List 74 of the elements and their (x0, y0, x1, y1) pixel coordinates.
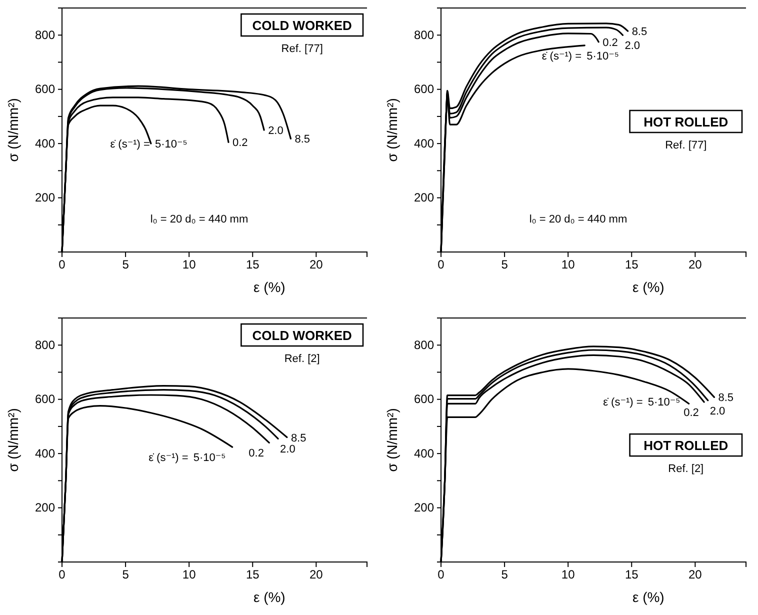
y-tick-label: 200 (414, 190, 434, 205)
y-tick-label: 600 (414, 82, 434, 96)
series-label: 2.0 (280, 444, 296, 456)
x-tick-label: 10 (182, 258, 196, 272)
legend-title: ε̇ (s⁻¹) = (542, 50, 582, 62)
y-axis-title: σ (N/mm²) (5, 408, 21, 472)
series-label: 8.5 (632, 26, 648, 38)
series-label: 8.5 (294, 134, 310, 146)
y-tick-label: 200 (34, 190, 56, 205)
x-tick-label: 20 (309, 568, 324, 582)
x-tick-label: 15 (624, 568, 639, 582)
y-tick-label: 800 (34, 28, 56, 42)
legend-title: ε̇ (s⁻¹) = (603, 396, 643, 409)
x-tick-label: 15 (246, 258, 260, 272)
x-tick-label: 0 (438, 568, 445, 582)
y-tick-label: 200 (34, 500, 56, 515)
y-tick-label: 800 (414, 28, 434, 42)
x-axis-title: ε (%) (632, 589, 664, 605)
y-tick-label: 200 (414, 500, 434, 515)
x-tick-label: 0 (438, 258, 445, 272)
series-label: 8.5 (718, 392, 734, 404)
y-axis-title: σ (N/mm²) (384, 408, 400, 472)
text: HOT ROLLED (644, 438, 728, 454)
x-tick-label: 5 (501, 258, 508, 272)
annotation: l₀ = 20 d₀ = 440 mm (529, 214, 628, 226)
annotation: Ref. [2] (668, 463, 704, 476)
x-tick-label: 5 (122, 568, 130, 582)
series-label: 0.2 (684, 407, 699, 420)
text: COLD WORKED (252, 18, 352, 33)
annotation: Ref. [2] (284, 353, 320, 365)
series-label: 0.2 (602, 36, 618, 49)
x-tick-label: 15 (624, 258, 639, 272)
series-label: 5·10⁻⁵ (154, 138, 188, 151)
x-tick-label: 20 (688, 568, 702, 582)
series-label: 0.2 (232, 137, 248, 150)
x-tick-label: 20 (688, 258, 702, 272)
x-axis-title: ε (%) (253, 279, 286, 295)
x-tick-label: 10 (561, 258, 576, 272)
x-axis-title: ε (%) (632, 279, 664, 295)
annotation: l₀ = 20 d₀ = 440 mm (150, 214, 248, 226)
y-tick-label: 600 (414, 392, 434, 406)
y-tick-label: 400 (34, 136, 56, 150)
series-label: 5·10⁻⁵ (648, 396, 680, 409)
x-axis-title: ε (%) (253, 589, 286, 605)
series-label: 0.2 (248, 448, 264, 460)
text: COLD WORKED (252, 328, 352, 343)
y-tick-label: 400 (414, 136, 434, 150)
series-label: 5·10⁻⁵ (193, 452, 226, 464)
y-tick-label: 800 (414, 338, 434, 352)
x-tick-label: 10 (561, 568, 576, 582)
y-axis-title: σ (N/mm²) (5, 98, 21, 162)
annotation: Ref. [77] (665, 139, 707, 152)
legend-title: ε̇ (s⁻¹) = (148, 452, 188, 464)
x-tick-label: 20 (309, 258, 324, 272)
series-label: 8.5 (290, 432, 306, 444)
annotation: Ref. [77] (281, 43, 323, 55)
y-tick-label: 600 (34, 82, 56, 96)
y-tick-label: 800 (34, 338, 56, 352)
y-tick-label: 400 (414, 446, 434, 460)
y-tick-label: 400 (34, 446, 56, 460)
text: HOT ROLLED (644, 114, 728, 130)
x-tick-label: 5 (501, 568, 508, 582)
series-label: 2.0 (268, 125, 284, 137)
x-tick-label: 10 (182, 568, 196, 582)
x-tick-label: 15 (246, 568, 260, 582)
series-label: 5·10⁻⁵ (586, 50, 619, 62)
y-axis-title: σ (N/mm²) (384, 98, 400, 162)
y-tick-label: 600 (34, 392, 56, 406)
series-label: 2.0 (710, 405, 726, 418)
x-tick-label: 0 (58, 568, 66, 582)
series-label: 2.0 (624, 40, 640, 52)
x-tick-label: 5 (122, 258, 130, 272)
x-tick-label: 0 (58, 258, 66, 272)
legend-title: ε̇ (s⁻¹) = (110, 138, 150, 151)
